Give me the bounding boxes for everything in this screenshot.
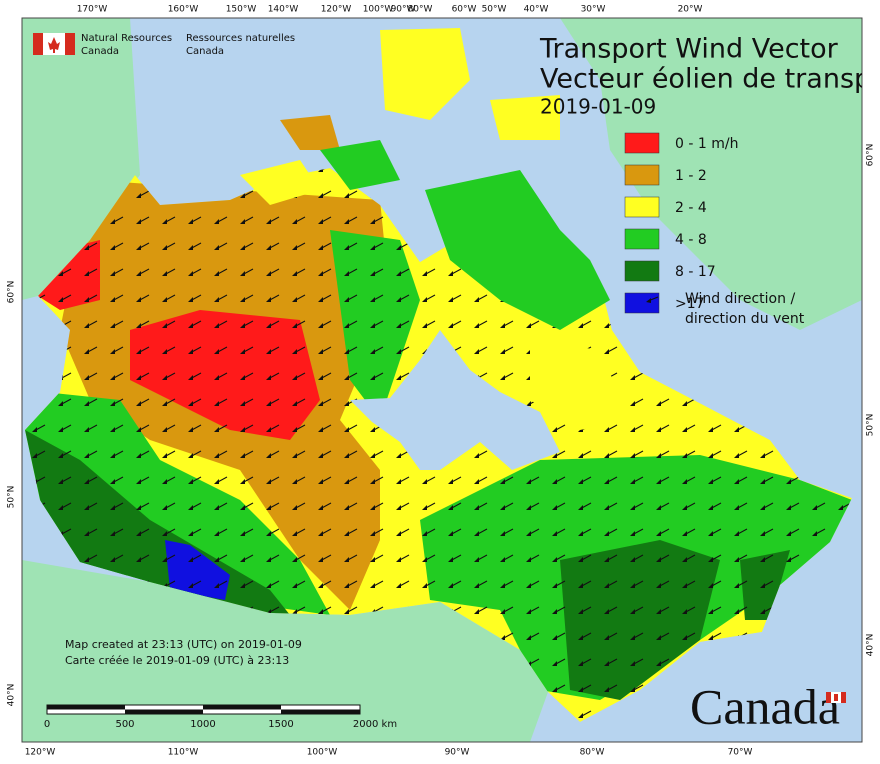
scale-label: 500 [115, 719, 134, 730]
wordmark-flag [834, 694, 838, 701]
scale-bar [46, 704, 361, 715]
flag-band [33, 33, 43, 55]
credit: Carte créée le 2019-01-09 (UTC) à 23:13 [65, 654, 289, 667]
longitude-label: 160°W [168, 5, 199, 15]
legend-swatch [624, 196, 660, 218]
legend-label: 8 - 17 [675, 264, 716, 280]
alaska [22, 18, 140, 300]
longitude-label: 30°W [581, 5, 606, 15]
legend-label: 0 - 1 m/h [675, 136, 738, 152]
title-clip: Transport Wind Vector Vecteur éolien de … [539, 34, 871, 95]
legend-swatch [624, 164, 660, 186]
legend-swatch [624, 132, 660, 154]
wind-legend: Wind direction / direction du vent [646, 291, 805, 327]
legend-label: 1 - 2 [675, 168, 707, 184]
scale-label: 0 [44, 719, 50, 730]
hudson-bay [350, 330, 560, 470]
latitude-label: 50°N [866, 414, 876, 437]
title: Transport Wind Vector [539, 34, 839, 65]
longitude-label: 170°W [77, 5, 108, 15]
latitude-label: 40°N [7, 684, 17, 707]
longitude-label: 150°W [226, 5, 257, 15]
longitude-label: 50°W [482, 5, 507, 15]
scale-label: 1500 [268, 719, 293, 730]
latitude-label: 60°N [7, 281, 17, 304]
longitude-label: 90°W [445, 748, 470, 758]
scale-seg [47, 705, 125, 710]
maple-leaf [48, 37, 60, 53]
scale-label: 2000 km [353, 719, 397, 730]
usa [22, 560, 548, 742]
longitude-label: 140°W [268, 5, 299, 15]
legend-label: Wind direction / [685, 291, 795, 307]
legend-label: 4 - 8 [675, 232, 707, 248]
agency-text: Canada [186, 46, 224, 57]
latitude-label: 50°N [7, 486, 17, 509]
frame [21, 17, 863, 743]
agency-text: Canada [81, 46, 119, 57]
arctic-islands [240, 28, 630, 430]
longitude-label: 120°W [321, 5, 352, 15]
longitude-label: 80°W [408, 5, 433, 15]
legend-label: >17 [675, 296, 705, 312]
wordmark-text: Canada [690, 678, 840, 734]
wordmark-flag [826, 692, 831, 703]
map-area [22, 18, 862, 742]
scale-label: 1000 [190, 719, 215, 730]
longitude-label: 20°W [678, 5, 703, 15]
scale-seg [203, 705, 281, 710]
longitude-label: 120°W [25, 748, 56, 758]
legend-label: 2 - 4 [675, 200, 707, 216]
longitude-label: 100°W [307, 748, 338, 758]
nrcan-header: Natural Resources Canada Ressources natu… [33, 33, 295, 57]
longitude-label: 70°W [728, 748, 753, 758]
flag-band [65, 33, 75, 55]
agency-text: Ressources naturelles [186, 33, 295, 44]
agency-text: Natural Resources [81, 33, 172, 44]
legend-label: direction du vent [685, 311, 805, 327]
longitude-label: 100°W [363, 5, 394, 15]
scale-seg [281, 709, 360, 714]
legend-swatch [624, 260, 660, 282]
longitude-label: 40°W [524, 5, 549, 15]
wind-arrow-head [646, 298, 651, 303]
title: Vecteur éolien de transp [540, 64, 871, 95]
legend: 0 - 1 m/h 1 - 2 2 - 4 4 - 8 8 - 17 >17 [624, 132, 738, 314]
legend-swatch [624, 228, 660, 250]
longitude-label: 90°W [391, 5, 416, 15]
date: 2019-01-09 [540, 95, 656, 119]
wordmark: Canada [690, 678, 846, 734]
longitude-label: 60°W [452, 5, 477, 15]
scale-labels: 0 500 1000 1500 2000 km [44, 719, 397, 730]
greenland [560, 18, 862, 330]
scale-seg [125, 709, 203, 714]
longitude-label: 80°W [580, 748, 605, 758]
legend-swatch [624, 292, 660, 314]
wordmark-flag [841, 692, 846, 703]
latitude-label: 60°N [866, 144, 876, 167]
credit: Map created at 23:13 (UTC) on 2019-01-09 [65, 638, 302, 651]
longitude-label: 110°W [168, 748, 199, 758]
latitude-label: 40°N [866, 634, 876, 657]
graticule: 170°W 160°W 150°W 140°W 120°W 100°W90°W80°W 60… [7, 5, 876, 758]
